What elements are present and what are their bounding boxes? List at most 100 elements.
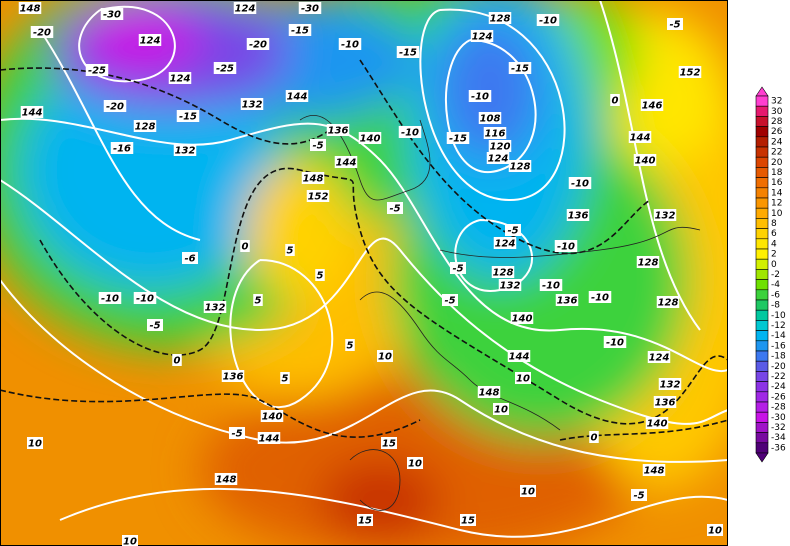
contour-labels: 148 -30 -20 124 124 -30 -25 124 -25 -20 -15 -10 -15 1…	[18, 2, 723, 546]
label-box	[257, 432, 281, 444]
contour-label: 128	[510, 162, 531, 173]
contour-label: -10	[341, 40, 359, 51]
label-box	[110, 142, 134, 154]
colorbar-swatch	[755, 238, 769, 250]
colorbar-swatch	[755, 330, 769, 342]
label-box	[100, 8, 124, 20]
colorbar-swatch	[755, 381, 769, 393]
colorbar-tick-label: -32	[771, 423, 786, 433]
contour-label: 136	[557, 296, 578, 307]
label-box	[505, 224, 521, 236]
label-box	[554, 240, 578, 252]
label-box	[510, 312, 534, 324]
contour-label: 128	[135, 122, 156, 133]
contour-label: 148	[303, 174, 324, 185]
label-box	[240, 240, 250, 252]
label-box	[507, 350, 531, 362]
colorbar-swatch	[755, 269, 769, 280]
colorbar-tick-label: 22	[771, 148, 782, 158]
label-box	[647, 351, 671, 363]
contour-label: 136	[568, 211, 589, 222]
colorbar-tick-label: 30	[771, 107, 783, 117]
colorbar-tick-label: -4	[771, 280, 780, 290]
label-box	[470, 30, 494, 42]
label-box	[653, 396, 677, 408]
contour-label: 136	[223, 372, 244, 383]
colorbar-tick-label: 18	[771, 168, 783, 178]
contour-label: -10	[557, 242, 575, 253]
contour-label: -15	[179, 112, 197, 123]
colorbar-cap	[755, 86, 769, 97]
label-box	[707, 524, 723, 536]
contour-label: 144	[509, 352, 530, 363]
colorbar-swatch	[755, 167, 769, 178]
label-box	[233, 2, 257, 14]
contour-label: 124	[170, 74, 191, 85]
contour-label: 124	[140, 36, 161, 47]
label-box	[568, 177, 592, 189]
colorbar-swatch	[755, 187, 769, 199]
contour-label: 108	[480, 114, 501, 125]
contour-label: 10	[708, 526, 722, 537]
label-box	[508, 160, 532, 172]
contour-label: 140	[360, 134, 381, 145]
label-box	[168, 72, 192, 84]
label-box	[539, 279, 563, 291]
contour-label: -10	[101, 294, 119, 305]
colorbar-swatch	[755, 360, 769, 372]
label-box	[640, 99, 664, 111]
colorbar-tick-label: -22	[771, 372, 786, 382]
contour-label: 124	[495, 239, 516, 250]
contour-label: 120	[490, 142, 511, 153]
label-box	[298, 2, 322, 14]
colorbar-swatch	[755, 320, 769, 331]
contour-label: 132	[660, 380, 681, 391]
contour-label: 148	[479, 388, 500, 399]
colorbar-swatch	[755, 279, 769, 291]
label-box	[221, 370, 245, 382]
colorbar-swatch	[755, 401, 769, 413]
label-box	[536, 14, 560, 26]
label-box	[442, 294, 458, 306]
contour-label: 140	[262, 412, 283, 423]
label-box	[326, 124, 350, 136]
contour-label: 132	[242, 100, 263, 111]
contour-label: 128	[490, 14, 511, 25]
colorbar-tick-label: -34	[771, 433, 786, 443]
label-box	[642, 464, 666, 476]
colorbar-tick-label: -12	[771, 321, 786, 331]
contour-label: 10	[123, 537, 137, 546]
label-box	[288, 24, 312, 36]
label-box	[515, 372, 531, 384]
contour-label: -5	[669, 20, 680, 31]
colorbar-tick-label: 14	[771, 188, 783, 198]
colorbar-swatch	[755, 258, 769, 270]
label-box	[260, 410, 284, 422]
contour-label: -10	[571, 179, 589, 190]
colorbar-swatch	[755, 391, 769, 403]
colorbar-swatch	[755, 289, 769, 301]
colorbar-swatch	[755, 156, 769, 168]
colorbar: 32302826242220181614121086420-2-4-6-8-10…	[755, 86, 786, 463]
colorbar-tick-label: -24	[771, 382, 786, 392]
label-box	[18, 2, 42, 14]
contour-label: 132	[175, 146, 196, 157]
contour-label: 124	[649, 353, 670, 364]
colorbar-swatch	[755, 350, 769, 362]
contour-label: 152	[680, 68, 701, 79]
label-box	[498, 279, 522, 291]
label-box	[334, 156, 358, 168]
label-box	[589, 431, 599, 443]
colorbar-tick-label: -14	[771, 331, 786, 341]
colorbar-swatch	[755, 432, 769, 444]
label-box	[285, 244, 295, 256]
contour-label: 10	[408, 459, 422, 470]
label-box	[636, 256, 660, 268]
label-box	[446, 132, 470, 144]
colorbar-swatch	[755, 248, 769, 260]
label-box	[658, 378, 682, 390]
label-box	[645, 417, 669, 429]
contour-label: -15	[399, 48, 417, 59]
colorbar-swatch	[755, 309, 769, 321]
